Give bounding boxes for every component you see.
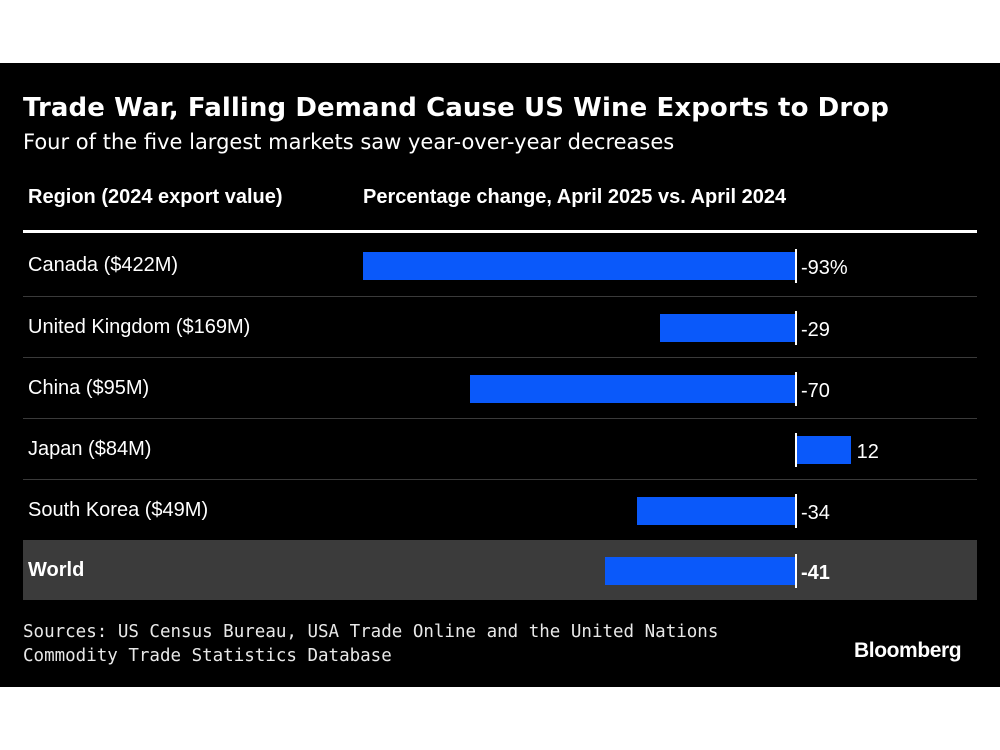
zero-line	[795, 494, 797, 528]
row-label: Japan ($84M)	[28, 438, 152, 460]
table-row: South Korea ($49M) -34	[23, 479, 977, 539]
row-label: World	[28, 559, 85, 581]
source-line-1: Sources: US Census Bureau, USA Trade Onl…	[23, 622, 719, 642]
row-label: Canada ($422M)	[28, 254, 179, 276]
column-header-change: Percentage change, April 2025 vs. April …	[363, 186, 787, 208]
bar	[795, 436, 851, 464]
bar	[604, 557, 795, 585]
table-row: Canada ($422M) -93%	[23, 235, 977, 295]
bar	[470, 375, 795, 403]
zero-line	[795, 311, 797, 345]
chart-title: Trade War, Falling Demand Cause US Wine …	[23, 93, 889, 123]
header-rule	[23, 230, 977, 233]
zero-line	[795, 372, 797, 406]
row-label: South Korea ($49M)	[28, 499, 209, 521]
value-label: 12	[856, 441, 879, 463]
row-label: United Kingdom ($169M)	[28, 316, 251, 338]
bar	[637, 497, 795, 525]
zero-line	[795, 433, 797, 467]
bar	[660, 314, 795, 342]
source-note: Sources: US Census Bureau, USA Trade Onl…	[23, 620, 718, 668]
bar	[363, 252, 795, 280]
value-label: -93%	[801, 257, 848, 279]
chart-panel: Trade War, Falling Demand Cause US Wine …	[0, 63, 1000, 687]
column-header-region: Region (2024 export value)	[28, 186, 283, 208]
value-label: -41	[801, 562, 830, 584]
value-label: -29	[801, 319, 830, 341]
row-label: China ($95M)	[28, 377, 150, 399]
value-label: -70	[801, 380, 830, 402]
table-row: China ($95M) -70	[23, 357, 977, 417]
source-line-2: Commodity Trade Statistics Database	[23, 646, 392, 666]
table-row: Japan ($84M) 12	[23, 418, 977, 478]
table-row: World -41	[23, 540, 977, 600]
zero-line	[795, 249, 797, 283]
table-row: United Kingdom ($169M) -29	[23, 296, 977, 356]
bloomberg-logo: Bloomberg	[854, 639, 962, 662]
zero-line	[795, 554, 797, 588]
value-label: -34	[801, 502, 830, 524]
chart-subtitle: Four of the five largest markets saw yea…	[23, 130, 675, 154]
